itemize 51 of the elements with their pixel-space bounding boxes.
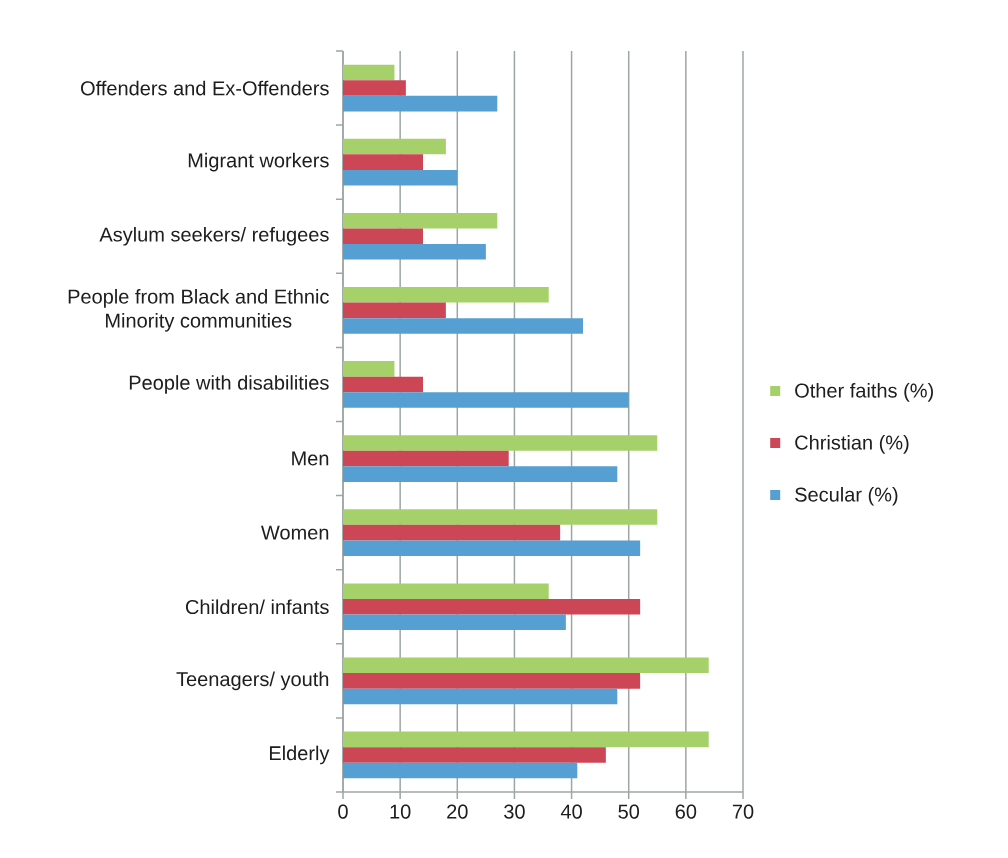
bar: [343, 509, 658, 525]
bar: [343, 169, 458, 186]
bar: [343, 747, 606, 763]
bar: [343, 435, 658, 451]
x-tick-label: 40: [560, 804, 582, 819]
bar: [343, 731, 709, 748]
y-tick-label: Asylum seekers/ refugees: [99, 226, 329, 246]
bar: [343, 450, 509, 467]
bar: [343, 392, 629, 408]
bar: [343, 598, 641, 615]
legend-label: Christian (%): [795, 435, 909, 454]
bar: [343, 244, 486, 260]
legend-label: Other faiths (%): [795, 383, 933, 402]
bar: [343, 673, 641, 689]
bar: [343, 583, 549, 599]
bar: [343, 688, 618, 705]
y-tick-label: Migrant workers: [188, 152, 329, 172]
bar: [343, 614, 566, 631]
bar: [343, 466, 618, 482]
x-tick-label: 50: [618, 804, 640, 819]
bar: [343, 138, 446, 155]
bar: [343, 318, 583, 334]
x-tick-label: 20: [447, 804, 468, 819]
y-tick-label: People from Black and Ethnic Minority communities: [68, 289, 329, 332]
y-tick-label: Offenders and Ex-Offenders: [81, 80, 329, 96]
y-tick-label: Elderly: [269, 745, 330, 765]
bar: [343, 95, 498, 112]
x-tick-label: 0: [338, 804, 348, 819]
bar: [343, 524, 561, 541]
y-tick-label: Men: [292, 451, 329, 466]
bar: [343, 302, 446, 319]
bar: [343, 64, 395, 81]
bar: [343, 540, 641, 556]
bar: [343, 80, 406, 96]
x-tick-label: 10: [390, 804, 411, 819]
bar: [343, 287, 549, 303]
x-tick-label: 70: [732, 804, 754, 819]
y-tick-label: Teenagers/ youth: [176, 671, 329, 691]
bar: [343, 361, 395, 377]
bar: [343, 762, 578, 779]
y-tick-label: Children/ infants: [185, 599, 329, 615]
x-tick-label: 30: [504, 804, 525, 819]
bar: [343, 154, 424, 170]
x-tick-label: 60: [675, 804, 697, 819]
bar: [343, 376, 424, 393]
y-tick-label: People with disabilities: [129, 375, 329, 394]
bar: [343, 228, 424, 245]
legend-label: Secular (%): [795, 486, 898, 506]
bar: [343, 657, 709, 674]
bar: [343, 212, 498, 229]
y-tick-label: Women: [261, 525, 329, 540]
